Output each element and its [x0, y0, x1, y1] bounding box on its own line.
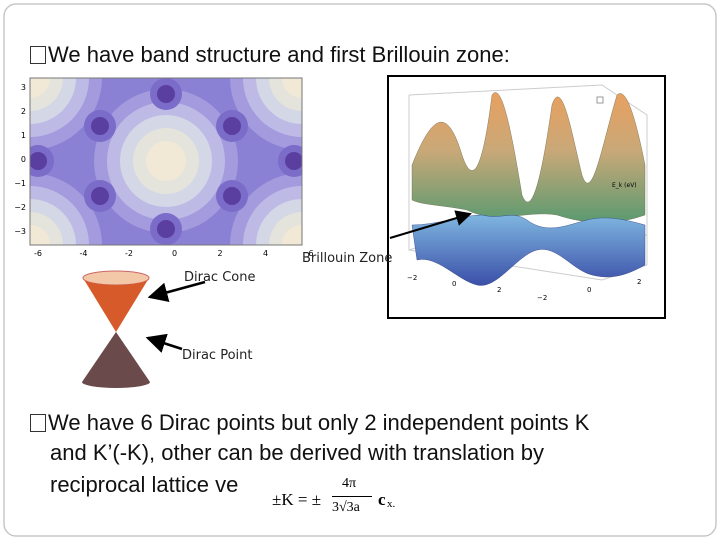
x-tick-label: 2: [497, 286, 501, 294]
y-tick-label: −2: [14, 203, 26, 212]
formula-numerator: 4π: [342, 476, 357, 491]
x-tick-label: 6: [308, 249, 313, 258]
body-line: We have 6 Dirac points but only 2 indepe…: [30, 410, 589, 436]
contour-well: [157, 220, 175, 238]
contour-ring: [146, 141, 186, 181]
body-text: reciprocal lattice ve: [50, 472, 239, 497]
cone-top: [82, 270, 150, 286]
contour-well: [91, 117, 109, 135]
x-tick-label: -2: [125, 249, 133, 258]
body-text: We have 6 Dirac points but only 2 indepe…: [48, 410, 590, 435]
y-tick-label: 1: [21, 131, 26, 140]
x-tick-label: −2: [407, 274, 417, 282]
contour-ring: [282, 225, 302, 245]
body-text: and K’(-K), other can be derived with tr…: [50, 440, 545, 465]
dirac-cone-label: Dirac Cone: [184, 270, 256, 285]
formula-subscript: x.: [387, 498, 396, 510]
contour-ring: [30, 225, 50, 245]
contour-well: [223, 187, 241, 205]
fraction-bar: [332, 496, 372, 497]
x-tick-label: 4: [263, 249, 268, 258]
bullet-icon: [30, 414, 46, 432]
heading: We have band structure and first Brillou…: [30, 42, 510, 68]
arrow: [145, 333, 183, 353]
contour-well: [30, 152, 47, 170]
bullet-icon: [30, 46, 46, 64]
axis-label: E_k (eV): [612, 182, 637, 189]
y-tick-label: 2: [637, 278, 641, 286]
y-tick-label: 0: [587, 286, 591, 294]
cone-lower: [82, 332, 150, 388]
arrow: [389, 210, 472, 239]
x-tick-label: 0: [452, 280, 456, 288]
y-tick-label: −2: [537, 294, 547, 302]
contour-well: [223, 117, 241, 135]
brillouin-label: Brillouin Zone: [302, 251, 393, 266]
y-tick-label: −1: [14, 179, 26, 188]
y-tick-label: 3: [21, 83, 26, 92]
x-tick-label: 2: [217, 249, 222, 258]
x-tick-label: -6: [34, 249, 42, 258]
heading-text: We have band structure and first Brillou…: [48, 42, 510, 67]
contour-well: [91, 187, 109, 205]
band-plot: E_k (eV) −2 0 2 −2 0 2: [387, 75, 666, 319]
contour-plot: -6 -4 -2 0 2 4 6 3 2 1 0 −1 −2 −3: [14, 77, 313, 258]
cone-upper: [83, 278, 149, 332]
y-tick-label: 0: [21, 155, 26, 164]
contour-ring: [30, 78, 50, 98]
formula-denominator: 3√3a: [332, 500, 360, 515]
y-tick-label: 2: [21, 107, 26, 116]
y-tick-label: −3: [14, 227, 26, 236]
formula-lhs: ±K = ±: [272, 490, 322, 509]
arrow: [147, 280, 206, 303]
contour-well: [157, 85, 175, 103]
dirac-point-label: Dirac Point: [182, 348, 253, 363]
contour-well: [285, 152, 302, 170]
x-tick-label: -4: [80, 249, 88, 258]
contour-ring: [282, 78, 302, 98]
formula: ±K = ± 4π 3√3a c x.: [268, 474, 418, 524]
formula-vector: c: [378, 490, 386, 509]
x-tick-label: 0: [172, 249, 177, 258]
